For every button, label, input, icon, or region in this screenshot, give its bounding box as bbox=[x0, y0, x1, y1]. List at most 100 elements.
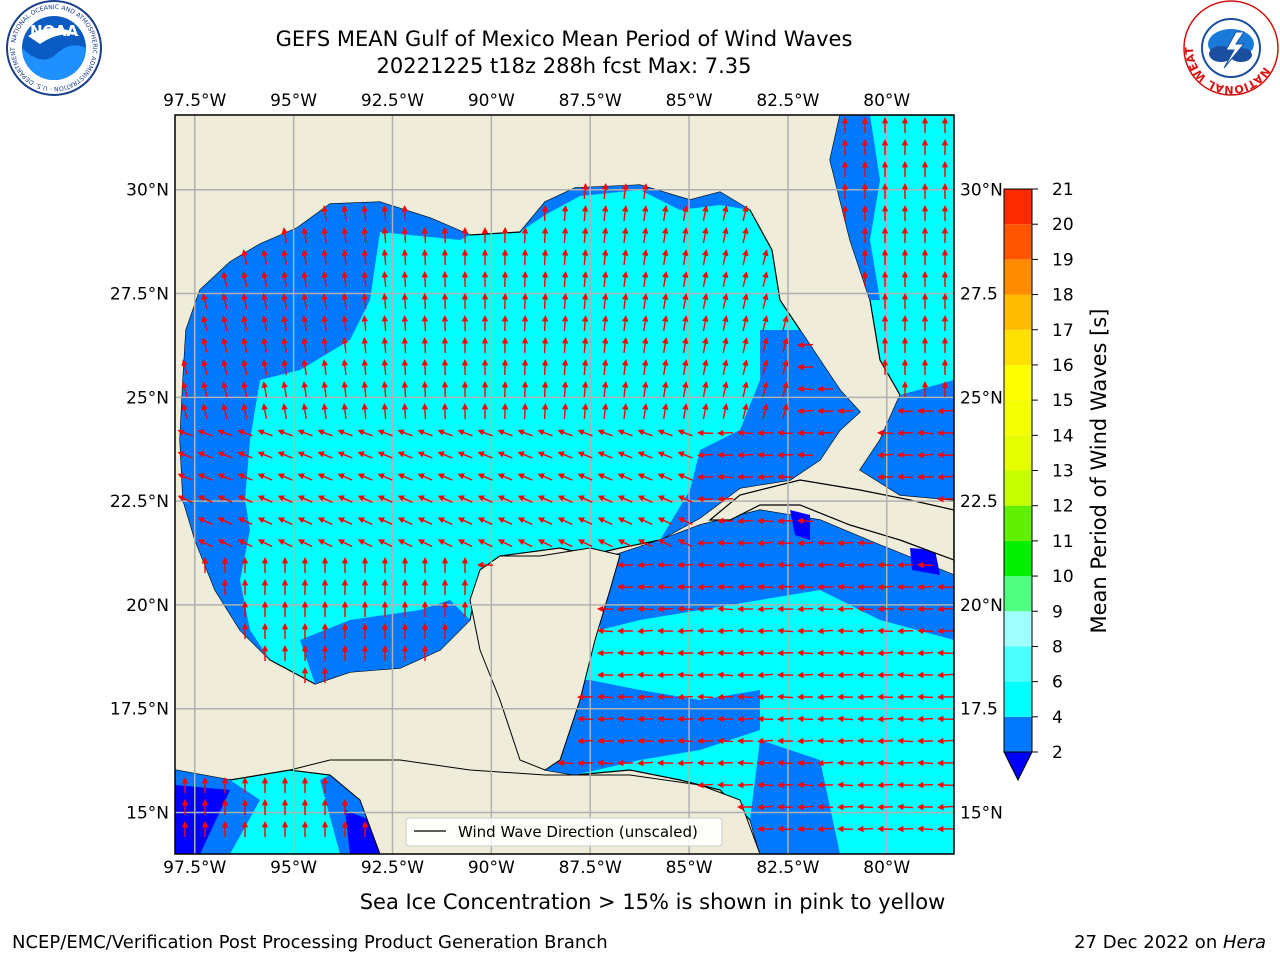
direction-arrow bbox=[517, 539, 533, 548]
direction-arrow bbox=[717, 649, 734, 657]
direction-arrow bbox=[481, 403, 489, 420]
direction-arrow bbox=[277, 451, 293, 459]
direction-arrow bbox=[237, 539, 253, 548]
direction-arrow bbox=[901, 293, 909, 309]
direction-arrow bbox=[657, 627, 674, 635]
direction-arrow bbox=[897, 451, 914, 459]
direction-arrow bbox=[497, 539, 513, 548]
direction-arrow bbox=[737, 781, 754, 789]
direction-arrow bbox=[457, 517, 473, 526]
direction-arrow bbox=[361, 645, 369, 661]
direction-arrow bbox=[937, 781, 954, 789]
direction-arrow bbox=[622, 315, 629, 332]
direction-arrow bbox=[221, 359, 228, 375]
direction-arrow bbox=[901, 227, 909, 243]
direction-arrow bbox=[642, 359, 649, 376]
direction-arrow bbox=[261, 293, 268, 309]
direction-arrow bbox=[737, 605, 753, 613]
direction-arrow bbox=[377, 517, 393, 526]
direction-arrow bbox=[682, 403, 689, 419]
direction-arrow bbox=[537, 451, 553, 459]
direction-arrow bbox=[241, 403, 248, 419]
direction-arrow bbox=[777, 605, 794, 613]
direction-arrow bbox=[557, 473, 573, 481]
direction-arrow bbox=[917, 781, 934, 789]
colorbar-segment bbox=[1004, 189, 1032, 225]
direction-arrow bbox=[622, 205, 629, 222]
direction-arrow bbox=[861, 227, 869, 243]
direction-arrow bbox=[337, 517, 353, 526]
direction-arrow bbox=[937, 495, 954, 503]
direction-arrow bbox=[421, 271, 429, 288]
direction-arrow bbox=[662, 315, 669, 332]
direction-arrow bbox=[877, 803, 894, 811]
direction-arrow bbox=[737, 517, 754, 525]
noaa-logo-text: NOAA bbox=[30, 22, 79, 40]
direction-arrow bbox=[877, 781, 894, 789]
direction-arrow bbox=[817, 539, 834, 547]
direction-arrow bbox=[501, 337, 509, 354]
direction-arrow bbox=[857, 627, 874, 635]
direction-arrow bbox=[657, 737, 674, 745]
direction-arrow bbox=[581, 337, 589, 354]
direction-arrow bbox=[657, 429, 673, 437]
lat-tick-label-left: 30°N bbox=[126, 181, 169, 201]
colorbar-segment bbox=[1004, 505, 1032, 541]
direction-arrow bbox=[577, 451, 593, 459]
lon-tick-label: 92.5°W bbox=[361, 91, 424, 111]
direction-arrow bbox=[682, 227, 689, 243]
direction-arrow bbox=[501, 271, 509, 288]
direction-arrow bbox=[897, 429, 914, 437]
lat-tick-label-right: 25°N bbox=[960, 388, 1003, 408]
direction-arrow bbox=[501, 403, 509, 420]
direction-arrow bbox=[877, 693, 894, 701]
direction-arrow bbox=[917, 737, 933, 745]
direction-arrow bbox=[361, 249, 369, 266]
direction-arrow bbox=[197, 495, 213, 503]
lon-tick-label: 90°W bbox=[468, 858, 515, 878]
direction-arrow bbox=[717, 583, 734, 591]
direction-arrow bbox=[717, 759, 734, 767]
direction-arrow bbox=[597, 759, 614, 767]
lat-tick-label-right: 27.5 bbox=[960, 285, 998, 305]
direction-arrow bbox=[797, 517, 814, 525]
direction-arrow bbox=[561, 403, 569, 420]
lat-tick-label-left: 22.5°N bbox=[110, 492, 169, 512]
direction-arrow bbox=[617, 627, 633, 635]
direction-arrow bbox=[357, 451, 373, 459]
direction-arrow bbox=[321, 315, 328, 332]
direction-arrow bbox=[742, 227, 749, 243]
direction-arrow bbox=[361, 403, 369, 420]
direction-arrow bbox=[722, 271, 729, 287]
direction-arrow bbox=[181, 359, 188, 375]
direction-arrow bbox=[557, 539, 573, 548]
direction-arrow bbox=[881, 139, 889, 155]
direction-arrow bbox=[321, 579, 329, 595]
direction-arrow bbox=[437, 429, 453, 437]
direction-arrow bbox=[637, 715, 654, 723]
direction-arrow bbox=[877, 671, 894, 679]
direction-arrow bbox=[361, 623, 369, 639]
direction-arrow bbox=[817, 429, 834, 437]
direction-arrow bbox=[677, 517, 693, 526]
direction-arrow bbox=[201, 337, 208, 353]
direction-arrow bbox=[457, 473, 473, 481]
colorbar-tick-label: 13 bbox=[1052, 462, 1074, 482]
direction-arrow bbox=[201, 557, 209, 573]
direction-arrow bbox=[697, 583, 714, 591]
direction-arrow bbox=[241, 337, 248, 353]
lowest-period-patches bbox=[175, 510, 940, 854]
direction-arrow bbox=[857, 649, 873, 657]
direction-arrow bbox=[617, 649, 634, 657]
direction-arrow bbox=[441, 623, 449, 639]
direction-arrow bbox=[541, 337, 549, 354]
direction-arrow bbox=[541, 315, 549, 332]
direction-arrow bbox=[301, 579, 309, 595]
direction-arrow bbox=[697, 495, 714, 503]
direction-arrow bbox=[941, 161, 949, 177]
direction-arrow bbox=[461, 249, 469, 266]
direction-arrow bbox=[877, 737, 894, 745]
direction-arrow bbox=[317, 517, 333, 526]
direction-arrow bbox=[401, 271, 409, 288]
direction-arrow bbox=[581, 271, 589, 288]
